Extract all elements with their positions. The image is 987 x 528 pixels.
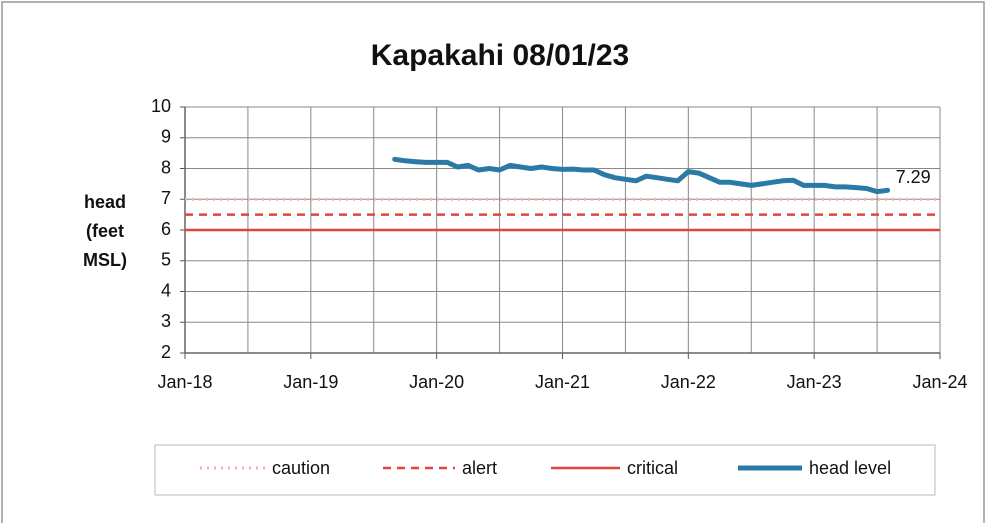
x-tick-label: Jan-19	[283, 372, 338, 392]
x-tick-label: Jan-22	[661, 372, 716, 392]
y-axis-label: MSL)	[83, 250, 127, 270]
y-axis-label: head	[84, 192, 126, 212]
legend-label: alert	[462, 458, 497, 478]
legend-label: caution	[272, 458, 330, 478]
chart-title: Kapakahi 08/01/23	[371, 39, 630, 72]
legend-label: head level	[809, 458, 891, 478]
y-tick-label: 9	[161, 127, 171, 147]
x-tick-label: Jan-18	[157, 372, 212, 392]
y-tick-label: 10	[151, 96, 171, 116]
x-tick-label: Jan-23	[787, 372, 842, 392]
legend-box	[154, 444, 936, 496]
y-tick-label: 2	[161, 342, 171, 362]
x-tick-label: Jan-24	[912, 372, 967, 392]
legend-label: critical	[627, 458, 678, 478]
y-tick-label: 3	[161, 311, 171, 331]
data-line	[392, 156, 891, 195]
y-tick-label: 5	[161, 250, 171, 270]
y-tick-label: 7	[161, 188, 171, 208]
y-tick-label: 6	[161, 219, 171, 239]
y-tick-label: 8	[161, 157, 171, 177]
x-tick-label: Jan-21	[535, 372, 590, 392]
y-tick-label: 4	[161, 280, 171, 300]
x-tick-label: Jan-20	[409, 372, 464, 392]
y-axis-label: (feet	[86, 221, 124, 241]
data-label: 7.29	[896, 167, 931, 187]
